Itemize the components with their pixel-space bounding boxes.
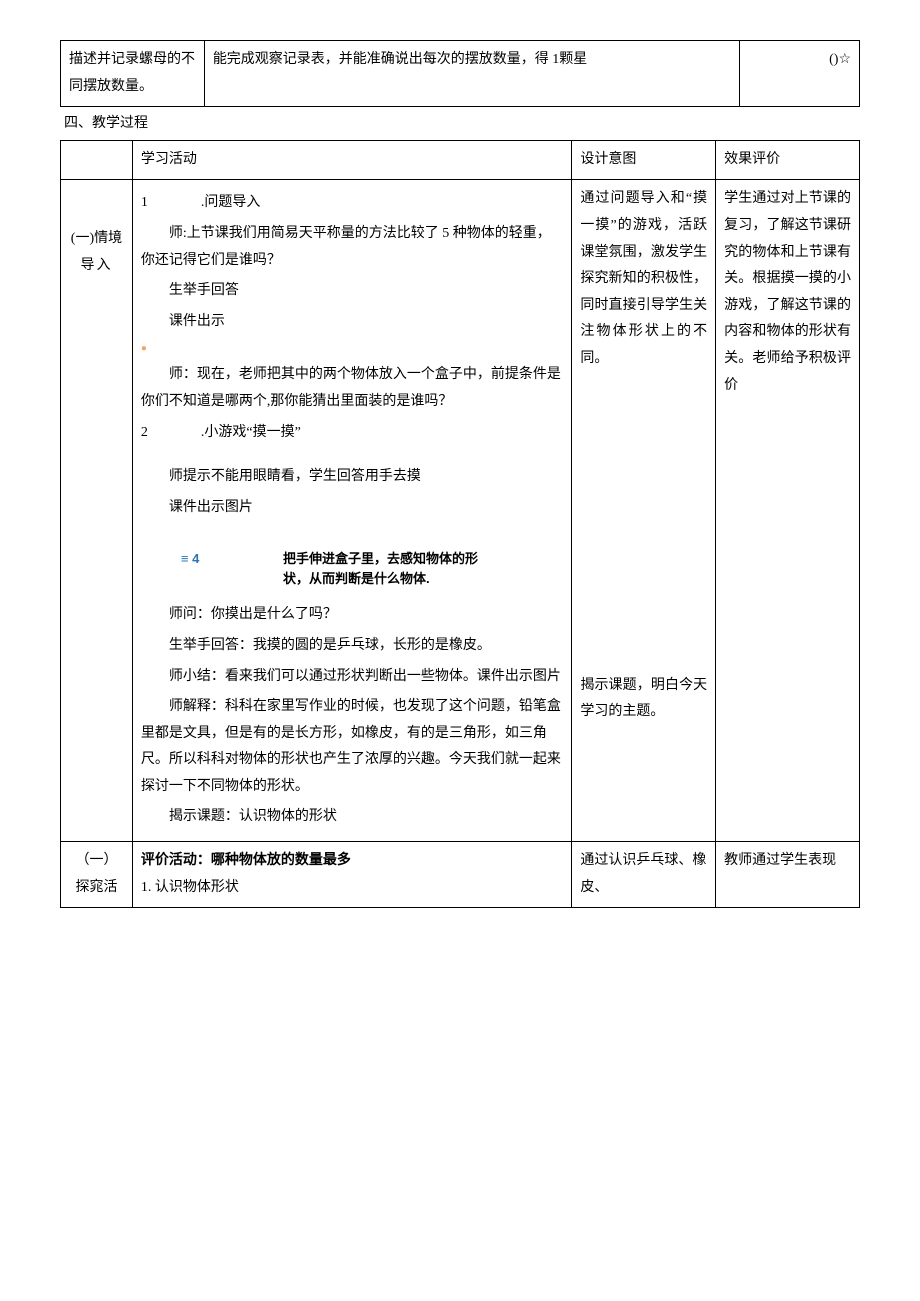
activity-cell: 评价活动：哪种物体放的数量最多 1. 认识物体形状 — [132, 842, 571, 908]
item-number: 1 — [141, 190, 201, 217]
activity-paragraph: 师小结：看来我们可以通过形状判断出一些物体。课件出示图片 — [141, 664, 563, 691]
activity-paragraph: 师:上节课我们用简易天平称量的方法比较了 5 种物体的轻重，你还记得它们是谁吗？ — [141, 221, 563, 274]
activity-item-1: 1.问题导入 — [141, 190, 563, 217]
intent-cell: 通过认识乒乓球、橡皮、 — [572, 842, 716, 908]
header-col-3: 设计意图 — [572, 140, 716, 180]
activity-title: 评价活动：哪种物体放的数量最多 — [141, 848, 563, 875]
item-label: .问题导入 — [201, 195, 261, 210]
activity-paragraph: 课件出示图片 — [141, 495, 563, 522]
item-label: .小游戏“摸一摸” — [201, 425, 301, 440]
activity-item-2: 2.小游戏“摸一摸” — [141, 420, 563, 447]
teaching-process-table: 学习活动 设计意图 效果评价 (一)情境 导入 1.问题导入 师:上节课我们用简… — [60, 140, 860, 908]
activity-paragraph: 师：现在，老师把其中的两个物体放入一个盒子中，前提条件是你们不知道是哪两个,那你… — [141, 362, 563, 415]
activity-paragraph: 揭示课题：认识物体的形状 — [141, 804, 563, 831]
table-header-row: 学习活动 设计意图 效果评价 — [61, 140, 860, 180]
hint-box: ≡ 4 把手伸进盒子里，去感知物体的形状，从而判断是什么物体. — [181, 549, 563, 588]
bullet-icon: ● — [141, 339, 563, 358]
header-col-1 — [61, 140, 133, 180]
phase-cell: (一)情境 导入 — [61, 180, 133, 842]
hint-left-marker: ≡ 4 — [181, 549, 199, 569]
header-col-4: 效果评价 — [716, 140, 860, 180]
activity-paragraph: 师问：你摸出是什么了吗？ — [141, 602, 563, 629]
rating-cell: ()☆ — [740, 41, 860, 107]
intent-cell: 通过问题导入和“摸一摸”的游戏，活跃课堂氛围，激发学生探究新知的积极性，同时直接… — [572, 180, 716, 842]
table-row: （一） 探窕活 评价活动：哪种物体放的数量最多 1. 认识物体形状 通过认识乒乓… — [61, 842, 860, 908]
activity-paragraph: 师提示不能用眼睛看，学生回答用手去摸 — [141, 464, 563, 491]
intent-paragraph: 揭示课题，明白今天学习的主题。 — [580, 673, 707, 726]
table-row: (一)情境 导入 1.问题导入 师:上节课我们用简易天平称量的方法比较了 5 种… — [61, 180, 860, 842]
hint-text: 把手伸进盒子里，去感知物体的形状，从而判断是什么物体. — [283, 549, 483, 588]
phase-cell: （一） 探窕活 — [61, 842, 133, 908]
activity-paragraph: 生举手回答 — [141, 278, 563, 305]
activity-paragraph: 1. 认识物体形状 — [141, 875, 563, 902]
eval-cell: 学生通过对上节课的复习，了解这节课研究的物体和上节课有关。根据摸一摸的小游戏，了… — [716, 180, 860, 842]
item-number: 2 — [141, 420, 201, 447]
phase-label-b: 导入 — [69, 253, 124, 280]
header-col-2: 学习活动 — [132, 140, 571, 180]
criteria-cell: 能完成观察记录表，并能准确说出每次的摆放数量，得 1颗星 — [204, 41, 739, 107]
section-4-title: 四、教学过程 — [64, 111, 860, 138]
phase-label-a: （一） — [69, 848, 124, 875]
objective-cell: 描述并记录螺母的不同摆放数量。 — [61, 41, 205, 107]
activity-paragraph: 生举手回答：我摸的圆的是乒乓球，长形的是橡皮。 — [141, 633, 563, 660]
activity-cell: 1.问题导入 师:上节课我们用简易天平称量的方法比较了 5 种物体的轻重，你还记… — [132, 180, 571, 842]
phase-label-b: 探窕活 — [69, 875, 124, 902]
activity-paragraph: 课件出示 — [141, 309, 563, 336]
eval-cell: 教师通过学生表现 — [716, 842, 860, 908]
intent-paragraph: 通过问题导入和“摸一摸”的游戏，活跃课堂氛围，激发学生探究新知的积极性，同时直接… — [580, 186, 707, 372]
activity-paragraph: 师解释：科科在家里写作业的时候，也发现了这个问题，铅笔盒里都是文具，但是有的是长… — [141, 694, 563, 800]
table-row: 描述并记录螺母的不同摆放数量。 能完成观察记录表，并能准确说出每次的摆放数量，得… — [61, 41, 860, 107]
objectives-table: 描述并记录螺母的不同摆放数量。 能完成观察记录表，并能准确说出每次的摆放数量，得… — [60, 40, 860, 107]
phase-label-a: (一)情境 — [69, 226, 124, 253]
